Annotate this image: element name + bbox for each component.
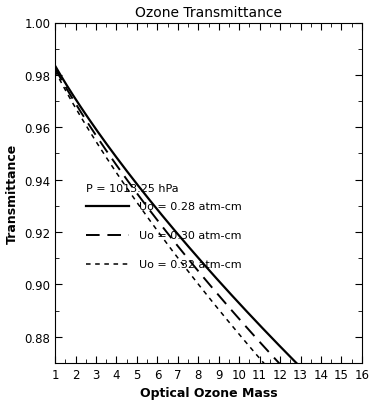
Y-axis label: Transmittance: Transmittance bbox=[6, 143, 18, 243]
Title: Ozone Transmittance: Ozone Transmittance bbox=[135, 6, 282, 19]
Text: Uo = 0.30 atm-cm: Uo = 0.30 atm-cm bbox=[140, 231, 242, 241]
Text: P = 1013.25 hPa: P = 1013.25 hPa bbox=[86, 183, 178, 193]
Text: Uo = 0.32 atm-cm: Uo = 0.32 atm-cm bbox=[140, 260, 242, 270]
X-axis label: Optical Ozone Mass: Optical Ozone Mass bbox=[140, 386, 278, 399]
Text: Uo = 0.28 atm-cm: Uo = 0.28 atm-cm bbox=[140, 202, 242, 212]
